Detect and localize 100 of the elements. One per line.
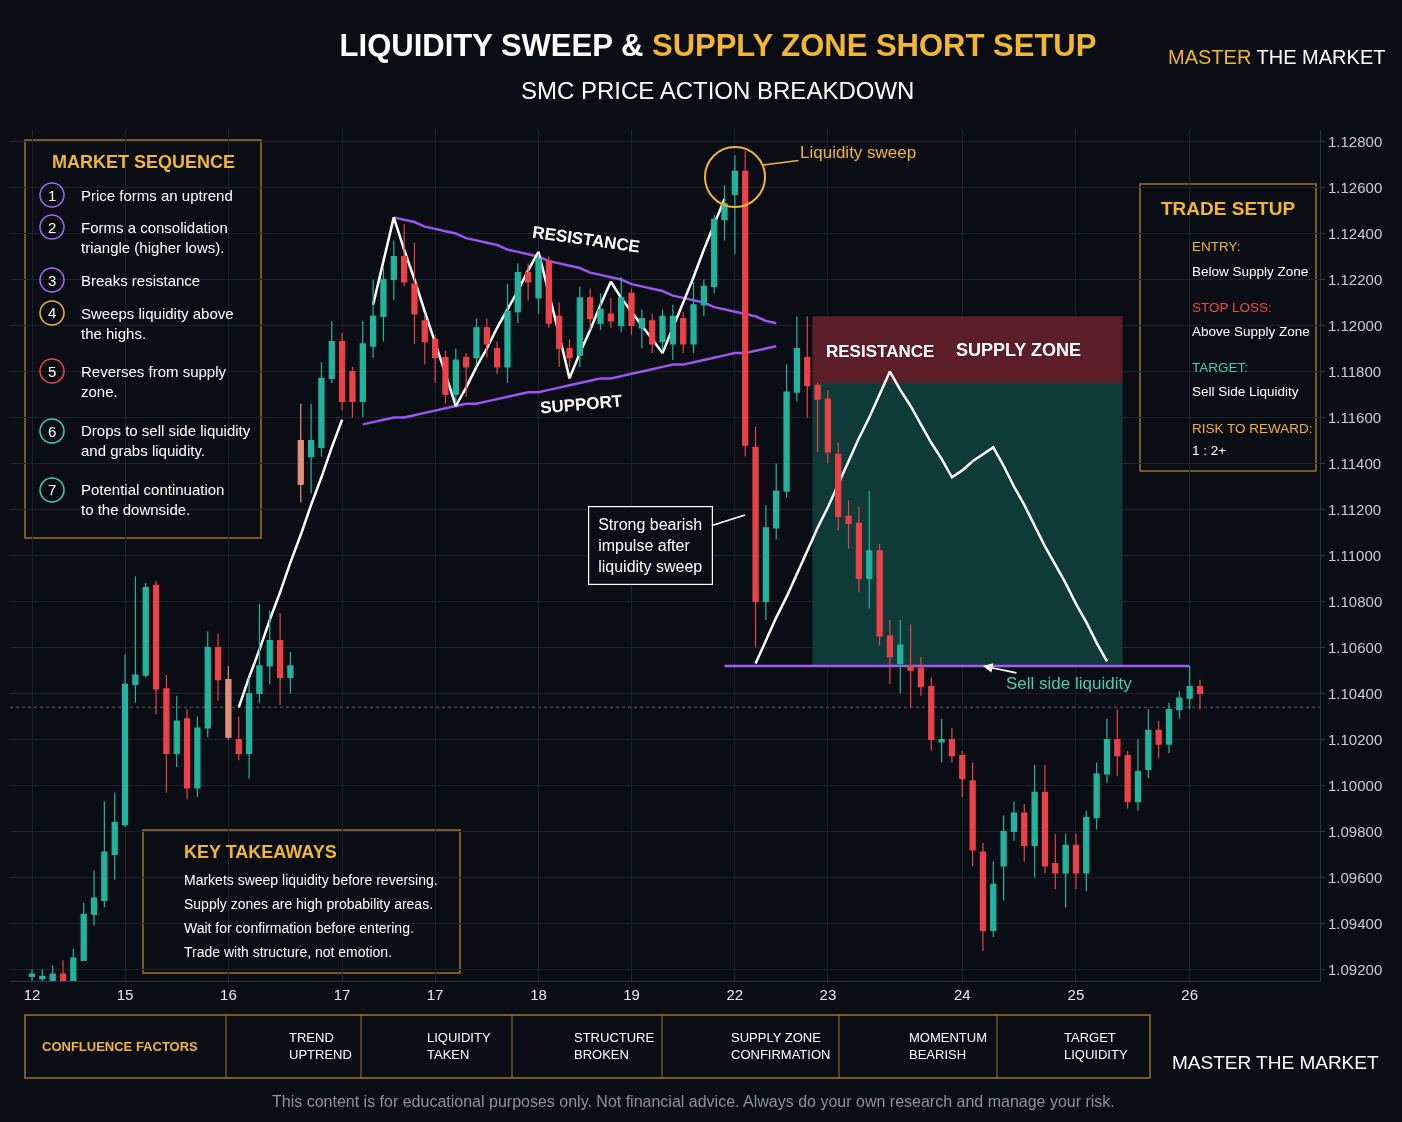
candlestick	[576, 285, 583, 368]
candlestick	[773, 462, 780, 540]
candlestick	[152, 580, 160, 715]
y-tick-label: 1.12800	[1328, 132, 1383, 150]
y-tick-label: 1.11600	[1328, 408, 1382, 426]
candlestick	[876, 543, 883, 646]
annotation: SUPPLY ZONE	[956, 340, 1082, 360]
candlestick	[628, 288, 635, 336]
annotation: TRADE SETUP	[1161, 198, 1296, 219]
candlestick	[1093, 761, 1100, 830]
candlestick	[535, 253, 542, 315]
candlestick	[1072, 833, 1080, 890]
candlestick	[669, 304, 676, 361]
annotation: Trade with structure, not emotion.	[184, 944, 393, 960]
candlestick	[566, 338, 573, 368]
candlestick	[287, 651, 294, 695]
candlestick	[1186, 665, 1193, 711]
annotation: Below Supply Zone	[1192, 264, 1309, 279]
y-tick-label: 1.10000	[1328, 776, 1383, 794]
candlestick	[690, 281, 697, 354]
candlestick	[897, 619, 904, 695]
candlestick	[835, 442, 842, 531]
candlestick	[338, 331, 346, 412]
candlestick	[731, 154, 738, 255]
text: STRUCTURE BROKEN	[574, 1030, 655, 1062]
candlestick	[132, 575, 139, 704]
annotation: 4	[48, 304, 57, 321]
candlestick	[525, 262, 532, 301]
candlestick	[266, 610, 273, 685]
annotation: Sell Side Liquidity	[1192, 384, 1299, 399]
candlestick	[307, 403, 315, 494]
candlestick	[928, 676, 935, 752]
candlestick	[59, 959, 67, 981]
candlestick	[752, 426, 759, 649]
text: TARGET LIQUIDITY	[1064, 1030, 1128, 1062]
annotation: MARKET SEQUENCE	[52, 152, 236, 172]
candlestick	[1176, 690, 1183, 720]
annotation: Strong bearish impulse after liquidity sweep	[598, 516, 703, 575]
candlestick	[39, 968, 46, 981]
y-tick-label: 1.09200	[1328, 960, 1383, 978]
x-tick-label: 26	[1181, 986, 1198, 1003]
text: MASTER THE MARKET	[1168, 46, 1386, 68]
annotation: Forms a consolidation triangle (higher lows).	[81, 219, 228, 256]
candlestick	[431, 334, 439, 384]
candlestick	[1083, 810, 1090, 892]
annotation: 1 : 2+	[1192, 443, 1227, 458]
candlestick	[473, 318, 480, 366]
annotation: Breaks resistance	[81, 272, 201, 289]
x-tick-label: 25	[1067, 986, 1085, 1003]
candlestick	[173, 695, 180, 768]
y-tick-label: 1.10200	[1328, 730, 1383, 748]
annotation: RESISTANCE	[531, 222, 642, 257]
y-tick-label: 1.10800	[1328, 592, 1383, 610]
candlestick	[1155, 720, 1162, 759]
candlestick	[163, 674, 170, 793]
annotation: TARGET:	[1192, 360, 1249, 375]
x-tick-label: 15	[116, 986, 134, 1003]
candlestick	[142, 582, 149, 678]
text: TREND UPTREND	[289, 1030, 352, 1062]
candlestick	[607, 297, 614, 329]
candlestick	[793, 315, 801, 402]
candlestick	[742, 150, 749, 458]
annotation: RISK TO REWARD:	[1192, 421, 1313, 436]
candlestick	[959, 750, 966, 798]
annotation: ENTRY:	[1192, 239, 1241, 254]
candlestick	[328, 320, 335, 384]
candlestick	[297, 403, 304, 504]
line-series	[392, 216, 778, 325]
candlestick	[917, 656, 925, 697]
candlestick	[700, 278, 707, 317]
candlestick	[349, 366, 356, 419]
candlestick	[1021, 803, 1028, 862]
x-tick-label: 18	[530, 986, 547, 1003]
line-series	[361, 344, 778, 426]
text: MASTER THE MARKET	[1172, 1052, 1379, 1073]
candlestick	[845, 499, 852, 550]
chart-subtitle: SMC PRICE ACTION BREAKDOWN	[521, 77, 915, 104]
candlestick	[783, 364, 790, 499]
x-tick-label: 17	[426, 986, 444, 1003]
candlestick	[194, 715, 201, 798]
y-tick-label: 1.09800	[1328, 822, 1383, 840]
candlestick	[380, 267, 387, 343]
y-tick-label: 1.11200	[1328, 500, 1382, 518]
y-tick-label: 1.12600	[1328, 178, 1383, 196]
candlestick	[1041, 764, 1049, 874]
annotation: Drops to sell side liquidity and grabs liquidity.	[81, 422, 251, 459]
line-series	[754, 370, 1109, 665]
annotation: 6	[48, 423, 57, 440]
candlestick	[463, 352, 470, 398]
x-tick-label: 17	[333, 986, 351, 1003]
candlestick	[824, 389, 832, 465]
candlestick	[1103, 718, 1111, 784]
y-tick-label: 1.09600	[1328, 868, 1383, 886]
annotation: Sweeps liquidity above the highs.	[81, 305, 234, 342]
y-tick-label: 1.10600	[1328, 638, 1383, 656]
candlestick	[938, 718, 945, 764]
candlestick	[256, 603, 263, 704]
candlestick	[649, 313, 656, 354]
candlestick	[245, 676, 253, 780]
candlestick	[80, 902, 87, 961]
